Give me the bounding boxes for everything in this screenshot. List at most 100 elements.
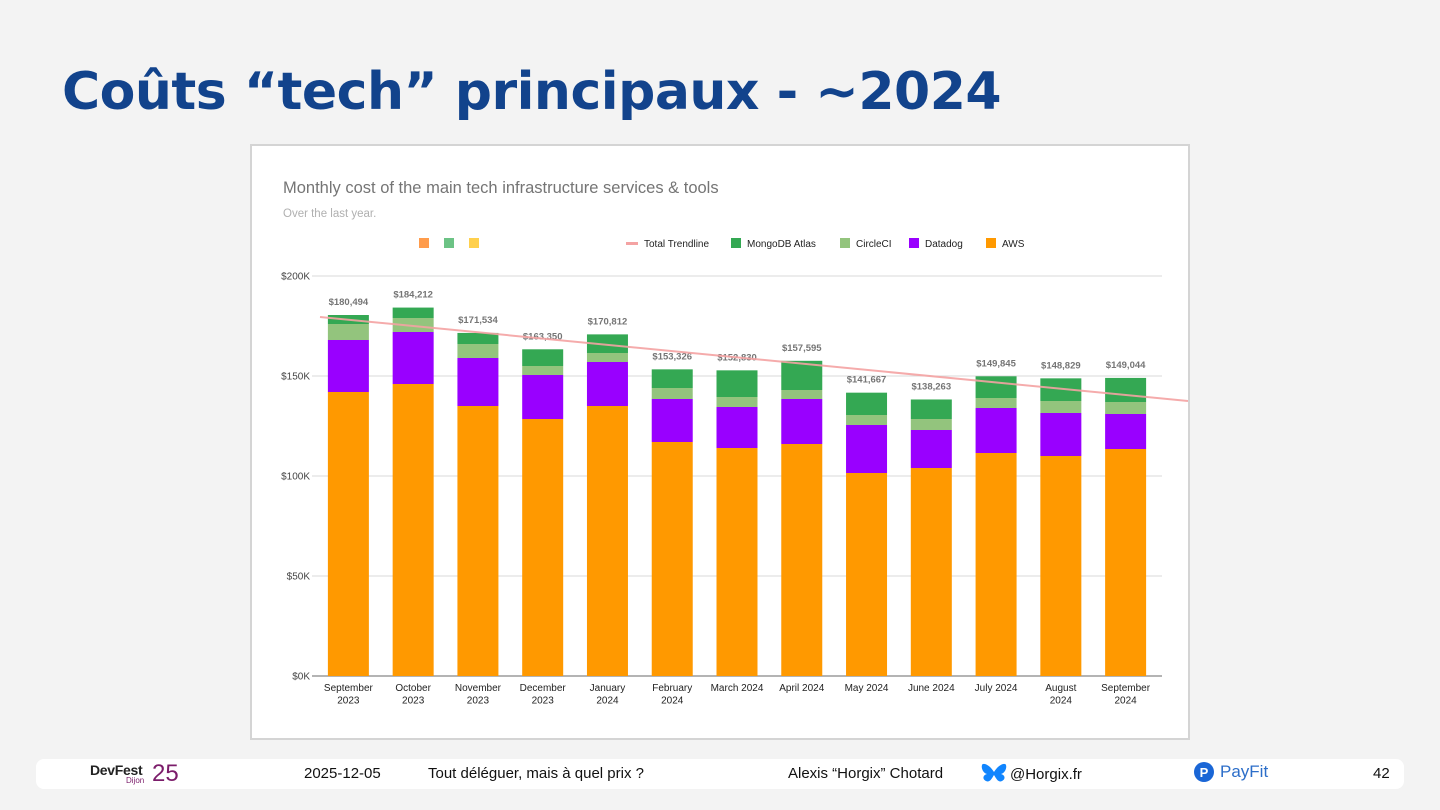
x-tick-label: March 2024 [711, 683, 764, 694]
bar-segment-aws [522, 419, 564, 676]
bars [327, 307, 1147, 676]
x-tick-label: October [395, 683, 431, 694]
bar-segment-aws [586, 406, 628, 676]
payfit-badge-icon: P [1194, 762, 1214, 782]
bar-stack [1105, 377, 1147, 676]
bar-segment-datadog [1040, 413, 1082, 456]
x-axis-ticks: September 2023 October 2023 November 2023 Dece… [324, 683, 1151, 707]
legend-item-datadog: Datadog [909, 238, 963, 250]
payfit-logo: P PayFit [1194, 762, 1268, 782]
total-label: $153,326 [652, 351, 692, 362]
y-tick-label: $150K [281, 372, 310, 383]
event-year: 25 [152, 760, 179, 787]
company-name: PayFit [1220, 762, 1269, 781]
bar-segment-aws [781, 444, 823, 676]
x-tick-label: September [324, 683, 374, 694]
orphan-legend-swatch [469, 238, 479, 248]
bar-segment-aws [910, 468, 952, 676]
bar-segment-circleci [781, 390, 823, 399]
bar-segment-mongodb-atlas [586, 334, 628, 353]
chart-title: Monthly cost of the main tech infrastruc… [283, 179, 719, 197]
bar-segment-mongodb-atlas [846, 392, 888, 415]
legend-box-swatch [986, 238, 996, 248]
bar-segment-datadog [781, 399, 823, 444]
bar-segment-datadog [846, 425, 888, 473]
bar-segment-aws [1040, 456, 1082, 676]
bar-segment-datadog [327, 340, 369, 392]
x-tick-label: November [455, 683, 502, 694]
legend-item-mongodb-atlas: MongoDB Atlas [731, 238, 816, 250]
x-tick-label: 2024 [1114, 696, 1137, 707]
x-tick-label: January [590, 683, 626, 694]
bar-segment-circleci [457, 344, 499, 358]
chart-legend: Total Trendline MongoDB Atlas CircleCI Data… [626, 238, 1025, 250]
bar-segment-datadog [975, 408, 1017, 453]
bar-segment-circleci [651, 388, 693, 399]
legend-label: AWS [1002, 239, 1025, 250]
total-label: $184,212 [393, 290, 433, 301]
bar-segment-circleci [1105, 402, 1147, 414]
y-tick-label: $50K [287, 572, 311, 583]
footer-author: Alexis “Horgix” Chotard [788, 765, 944, 782]
bar-segment-circleci [586, 353, 628, 362]
orphan-legend-swatch [419, 238, 429, 248]
chart-frame: Monthly cost of the main tech infrastruc… [250, 144, 1190, 740]
bar-segment-circleci [910, 419, 952, 430]
bar-segment-datadog [651, 399, 693, 442]
x-tick-label: September [1101, 683, 1151, 694]
total-label: $138,263 [911, 381, 951, 392]
x-tick-label: June 2024 [908, 683, 955, 694]
bar-stack [651, 369, 693, 676]
y-tick-label: $0K [292, 672, 310, 683]
x-tick-label: 2024 [661, 696, 684, 707]
bar-segment-aws [1105, 449, 1147, 676]
chart-subtitle: Over the last year. [283, 208, 376, 220]
bar-stack [781, 360, 823, 676]
bluesky-butterfly-icon [981, 763, 1007, 782]
x-tick-label: 2024 [596, 696, 619, 707]
legend-item-total-trendline: Total Trendline [626, 239, 709, 250]
event-name: DevFest [90, 762, 143, 778]
bar-stack [1040, 378, 1082, 676]
bar-segment-circleci [846, 415, 888, 425]
bar-segment-circleci [975, 398, 1017, 408]
bar-segment-datadog [457, 358, 499, 406]
bar-segment-mongodb-atlas [522, 349, 564, 366]
bar-stack [846, 392, 888, 676]
orphan-legend-swatches [419, 238, 479, 248]
bar-stack [975, 376, 1017, 676]
event-city: Dijon [126, 776, 145, 785]
bar-segment-aws [846, 473, 888, 676]
x-tick-label: 2024 [1050, 696, 1073, 707]
x-tick-label: August [1045, 683, 1076, 694]
bar-stack [457, 332, 499, 676]
bar-segment-datadog [1105, 414, 1147, 449]
legend-label: CircleCI [856, 239, 892, 250]
total-labels: $180,494 $184,212 $171,534 $163,350 $170,812… [329, 290, 1147, 393]
total-label: $157,595 [782, 343, 822, 354]
legend-box-swatch [909, 238, 919, 248]
x-tick-label: May 2024 [845, 683, 889, 694]
x-tick-label: April 2024 [779, 683, 824, 694]
total-label: $163,350 [523, 331, 563, 342]
bar-segment-mongodb-atlas [651, 369, 693, 388]
footer: DevFest Dijon 25 2025-12-05 Tout délégue… [36, 759, 1404, 789]
legend-item-aws: AWS [986, 238, 1025, 250]
footer-date: 2025-12-05 [304, 765, 381, 782]
total-label: $180,494 [329, 297, 369, 308]
y-tick-label: $200K [281, 272, 310, 283]
x-tick-label: December [520, 683, 567, 694]
social-handle[interactable]: @Horgix.fr [980, 762, 1082, 786]
bar-segment-aws [651, 442, 693, 676]
orphan-legend-swatch [444, 238, 454, 248]
stacked-bar-chart: Monthly cost of the main tech infrastruc… [281, 179, 1188, 707]
total-label: $170,812 [588, 316, 628, 327]
bar-segment-circleci [392, 318, 434, 332]
bar-segment-mongodb-atlas [975, 376, 1017, 398]
bar-segment-circleci [716, 397, 758, 407]
bar-stack [327, 315, 369, 676]
bar-segment-aws [327, 392, 369, 676]
bar-segment-mongodb-atlas [1105, 377, 1147, 402]
bar-segment-datadog [716, 407, 758, 448]
bar-stack [910, 399, 952, 676]
